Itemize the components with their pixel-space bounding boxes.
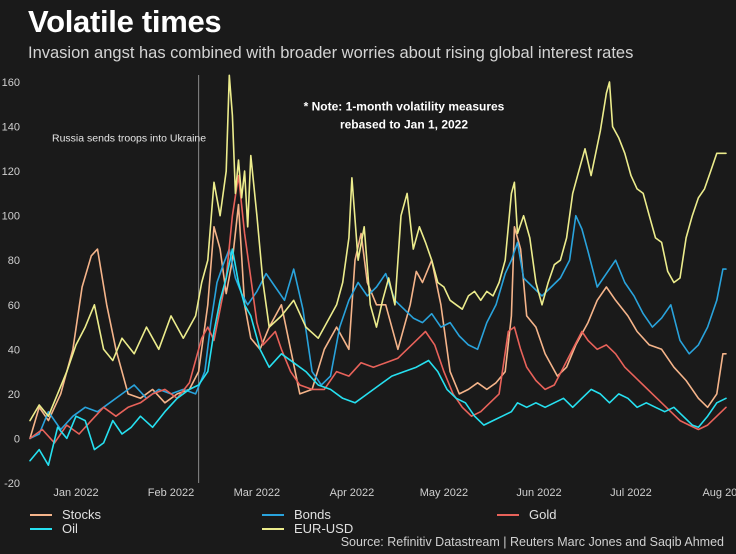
x-tick-label: Mar 2022 xyxy=(234,487,280,499)
annotation-note-1: * Note: 1-month volatility measures xyxy=(304,100,505,114)
legend-item-bonds: Bonds xyxy=(262,507,331,522)
y-tick-label: 120 xyxy=(2,166,20,178)
legend-item-oil: Oil xyxy=(30,521,78,536)
chart-title: Volatile times xyxy=(28,4,222,39)
y-tick-label: 0 xyxy=(14,433,20,445)
x-tick-label: Jan 2022 xyxy=(53,487,98,499)
legend-label-eur-usd: EUR-USD xyxy=(294,521,354,536)
y-tick-label: 140 xyxy=(2,122,20,134)
y-tick-label: 20 xyxy=(8,389,20,401)
x-axis-ticks: Jan 2022 Feb 2022 Mar 2022 Apr 2022 May 2022… xyxy=(53,487,736,499)
legend-item-eur-usd: EUR-USD xyxy=(262,521,353,536)
series-line-eur-usd xyxy=(29,74,727,422)
legend-swatch-eur-usd xyxy=(262,527,284,530)
annotations: Russia sends troops into Ukraine * Note: … xyxy=(52,100,505,145)
y-tick-label: -20 xyxy=(4,478,20,490)
y-axis-ticks: -20 0 20 40 60 80 100 120 140 160 xyxy=(2,77,20,490)
x-tick-label: Aug 2022 xyxy=(702,487,736,499)
source-credit: Source: Refinitiv Datastream | Reuters M… xyxy=(340,535,724,549)
annotation-note-2: rebased to Jan 1, 2022 xyxy=(340,117,468,131)
legend-label-gold: Gold xyxy=(529,507,557,522)
legend-item-gold: Gold xyxy=(497,507,556,522)
x-tick-label: May 2022 xyxy=(420,487,468,499)
legend-swatch-bonds xyxy=(262,513,284,516)
x-tick-label: Feb 2022 xyxy=(148,487,194,499)
chart-subtitle: Invasion angst has combined with broader… xyxy=(28,44,634,62)
y-tick-label: 160 xyxy=(2,77,20,89)
legend-label-oil: Oil xyxy=(62,521,78,536)
legend-label-stocks: Stocks xyxy=(62,507,102,522)
x-tick-label: Apr 2022 xyxy=(330,487,375,499)
series-line-oil xyxy=(29,248,727,466)
series-line-gold xyxy=(29,174,727,444)
legend-label-bonds: Bonds xyxy=(294,507,331,522)
y-tick-label: 100 xyxy=(2,211,20,223)
annotation-invasion: Russia sends troops into Ukraine xyxy=(52,133,206,145)
y-tick-label: 60 xyxy=(8,300,20,312)
x-tick-label: Jun 2022 xyxy=(516,487,561,499)
y-tick-label: 40 xyxy=(8,344,20,356)
legend-swatch-gold xyxy=(497,513,519,516)
legend-swatch-oil xyxy=(30,527,52,530)
legend-item-stocks: Stocks xyxy=(30,507,101,522)
series-lines xyxy=(29,74,727,466)
legend-swatch-stocks xyxy=(30,513,52,516)
series-line-bonds xyxy=(29,214,727,440)
y-tick-label: 80 xyxy=(8,255,20,267)
x-tick-label: Jul 2022 xyxy=(610,487,652,499)
